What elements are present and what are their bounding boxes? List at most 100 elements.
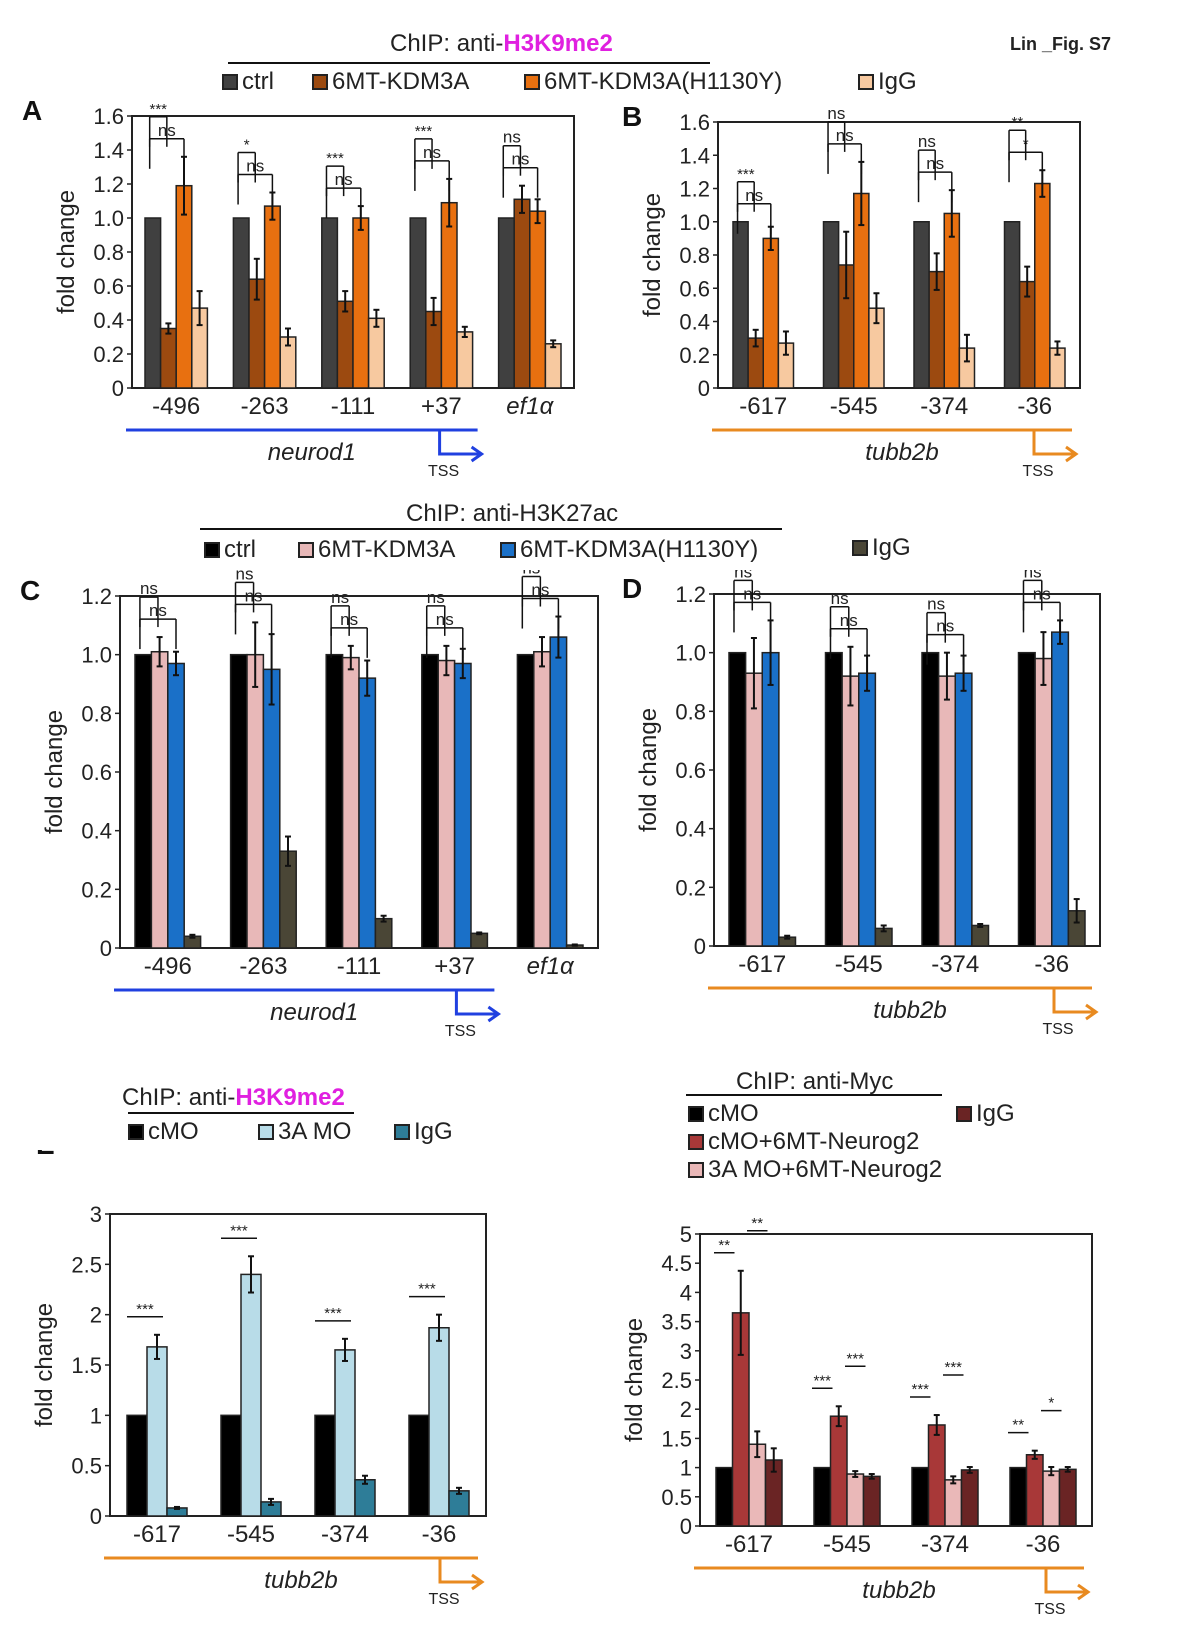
bar: [927, 1424, 946, 1527]
tss-label: TSS: [1034, 1601, 1065, 1618]
title-rule: [200, 528, 782, 530]
legend-swatch: [222, 74, 238, 90]
bar: [971, 924, 990, 947]
bar: [358, 677, 377, 949]
bar: [220, 1414, 242, 1517]
significance-label: ns: [522, 570, 540, 578]
chip-title-highlight: H3K9me2: [235, 1084, 345, 1111]
legend-item-kdm3a: 6MT-KDM3A: [312, 68, 469, 96]
bar: [167, 662, 185, 949]
significance-label: ***: [136, 1301, 154, 1318]
y-tick-label: 1: [680, 1456, 692, 1481]
panel-d-chart: D 0 0.2 0.4 0.6 0.8 1.0 1.2 fold change -617 ns ns -…: [622, 570, 1101, 1038]
chip-title-prefix: ChIP: anti-: [122, 1084, 236, 1111]
y-tick-label: 0.2: [81, 877, 112, 902]
legend-item-cmo: cMO: [688, 1100, 759, 1128]
bar: [497, 217, 515, 389]
y-tick-label: 0.4: [675, 817, 706, 842]
bar: [470, 932, 489, 949]
bar: [762, 237, 780, 389]
legend-swatch: [128, 1124, 144, 1140]
bar: [1042, 1470, 1061, 1527]
y-tick-label: 1.0: [81, 643, 112, 668]
y-axis-label: fold change: [635, 708, 662, 832]
y-tick-label: 1.0: [675, 641, 706, 666]
bar: [841, 675, 860, 947]
bar: [516, 653, 535, 949]
bar: [824, 651, 843, 947]
y-tick-label: 0.6: [675, 758, 706, 783]
bar: [529, 210, 547, 389]
panel-group: C 0 0.2 0.4 0.6 0.8 1.0 1.2 fold change -496 ns ns -…: [20, 570, 599, 1040]
legend-item-cmo-neurog2: cMO+6MT-Neurog2: [688, 1128, 919, 1156]
legend-label: ctrl: [242, 68, 274, 95]
panel-e-chart: E 0 0.5 1 1.5 2 2.5 3 fold change -617 *** -545 *** -…: [31, 1150, 487, 1608]
significance-label: *: [244, 137, 250, 154]
legend-swatch: [524, 74, 540, 90]
category-label: ef1α: [506, 393, 554, 420]
y-tick-label: 5: [680, 1222, 692, 1247]
bar: [1058, 1468, 1077, 1527]
panel-c-chart: C 0 0.2 0.4 0.6 0.8 1.0 1.2 fold change -496 ns ns -…: [20, 570, 599, 1040]
tss-arrow-icon: [438, 430, 485, 463]
category-label: -263: [239, 953, 287, 980]
y-axis-label: fold change: [31, 1303, 58, 1427]
category-label: -36: [1026, 1531, 1061, 1558]
y-axis-label: fold change: [639, 193, 666, 317]
bar: [246, 653, 265, 949]
y-tick-label: 0.6: [81, 760, 112, 785]
category-label: -111: [337, 953, 381, 980]
y-tick-label: 1.2: [81, 584, 112, 609]
bar: [544, 343, 562, 389]
category-label: -36: [422, 1521, 457, 1548]
y-tick-label: 3: [90, 1202, 102, 1227]
y-tick-label: 4: [680, 1280, 692, 1305]
bar: [1025, 1454, 1044, 1527]
y-tick-label: 0.2: [679, 343, 710, 368]
bar: [325, 653, 344, 949]
bar: [813, 1466, 832, 1527]
bar: [341, 656, 360, 949]
bar: [822, 221, 840, 389]
legend-swatch: [688, 1134, 704, 1150]
y-tick-label: 0.2: [93, 342, 124, 367]
bar: [354, 1479, 376, 1517]
tss-arrow-icon: [1052, 988, 1099, 1021]
significance-label: ***: [324, 1305, 342, 1322]
legend-swatch: [298, 542, 314, 558]
legend-swatch: [258, 1124, 274, 1140]
bar: [513, 198, 531, 389]
gene-name: tubb2b: [865, 439, 938, 466]
category-label: -617: [738, 951, 786, 978]
y-tick-label: 1.5: [71, 1353, 102, 1378]
legend-label: 6MT-KDM3A: [332, 68, 470, 95]
bar: [144, 217, 162, 389]
category-label: -36: [1034, 951, 1069, 978]
bar: [421, 653, 439, 949]
bar: [367, 317, 385, 389]
panel-group: E 0 0.5 1 1.5 2 2.5 3 fold change -617 *** -545 *** -…: [31, 1150, 487, 1608]
panel-b-chart: B 0 0.2 0.4 0.6 0.8 1.0 1.2 1.4 1.6 fold change -61…: [622, 101, 1081, 480]
significance-label: ns: [236, 570, 254, 583]
bar: [456, 331, 474, 389]
y-tick-label: 1.5: [661, 1426, 692, 1451]
legend-label: 3A MO+6MT-Neurog2: [708, 1156, 943, 1183]
chip-title-highlight: H3K9me2: [503, 30, 613, 57]
significance-label: ns: [831, 589, 849, 608]
legend-label: cMO+6MT-Neurog2: [708, 1128, 920, 1155]
y-tick-label: 0: [694, 934, 706, 959]
bar: [761, 651, 780, 947]
y-tick-label: 0.8: [93, 240, 124, 265]
significance-label: ***: [150, 101, 168, 118]
bar: [453, 662, 472, 949]
y-tick-label: 1.2: [93, 172, 124, 197]
chip-title-f: ChIP: anti-Myc: [736, 1068, 894, 1095]
bar: [921, 651, 940, 947]
category-label: -263: [241, 393, 289, 420]
legend-swatch: [956, 1106, 972, 1122]
bar: [1051, 631, 1070, 947]
bar: [134, 653, 153, 949]
